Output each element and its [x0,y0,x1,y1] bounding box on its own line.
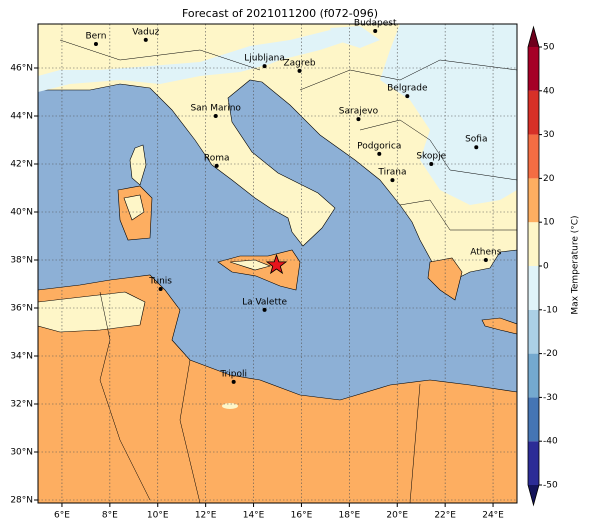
city-label: Tripoli [219,369,247,379]
map-title: Forecast of 2021011200 (f072-096) [182,7,378,20]
city-dot [213,113,218,118]
colorbar-tick-label: 40 [543,86,555,96]
colorbar-segment [528,47,539,91]
colorbar-tick-label: -50 [543,481,558,491]
cold-region [38,30,350,92]
city-dot [405,94,410,99]
x-tick-label: 16°E [291,511,313,521]
colorbar-segment [528,90,539,135]
y-tick-label: 30°N [10,447,33,457]
grid [38,24,517,503]
y-tick-label: 36°N [10,303,33,313]
city-dot [158,287,163,292]
colorbar-tick-label: -40 [543,437,558,447]
city-dot [377,151,382,156]
x-tick-label: 24°E [482,511,504,521]
x-tick-label: 8°E [102,511,118,521]
y-tick-label: 32°N [10,399,33,409]
city-label: Vaduz [132,27,159,37]
city-label: Sofia [465,135,487,145]
city-dot [390,178,395,183]
y-tick-label: 34°N [10,351,33,361]
country-border [59,39,518,504]
city-label: La Valette [242,297,287,307]
city-dot [93,41,98,46]
colorbar: -50 -40 -30 -20 -10 0 10 20 30 40 50 [527,25,558,507]
colorbar-under [528,485,539,505]
colorbar-segment [528,309,539,354]
sicily-core [229,259,271,271]
city-label: Zagreb [283,58,315,68]
colorbar-tick-label: 0 [543,262,549,272]
city-dot [214,163,219,168]
colorbar-label: Max Temperature (°C) [571,215,581,314]
city-label: Podgorica [357,141,401,151]
cold-region [330,26,380,48]
y-tick-label: 44°N [10,111,33,121]
corsica [129,144,147,186]
cities: Bern VaduzBudapestLjubljanaZagrebBelgrade… [85,19,502,384]
city-dot [297,68,302,73]
colorbar-segment [528,441,539,485]
colorbar-tick-label: 10 [543,218,555,228]
colorbar-tick-label: -20 [543,349,558,359]
y-tick-label: 28°N [10,495,33,505]
y-tick-label: 40°N [10,207,33,217]
tunisia-cool [37,291,146,333]
city-dot [373,29,378,34]
y-tick-label: 38°N [10,255,33,265]
y-tick-label: 42°N [10,159,33,169]
city-label: Skopje [416,151,446,161]
colorbar-segment [528,397,539,442]
colorbar-tick-label: -30 [543,393,558,403]
city-label: Ljubljana [244,54,285,64]
colorbar-segment [528,178,539,223]
colorbar-segment [528,266,539,310]
cold-region [380,24,517,205]
city-dot [429,161,434,166]
city-dot [231,379,236,384]
desert-patch [222,403,238,409]
colorbar-tick-label: 50 [543,43,555,53]
city-dot [262,307,267,312]
x-tick-label: 10°E [147,511,169,521]
city-label: San Marino [190,103,241,113]
city-dot [262,64,267,69]
city-label: Roma [204,153,230,163]
city-dot [356,117,361,122]
x-tick-label: 14°E [243,511,265,521]
city-label: Belgrade [387,84,428,94]
city-dot [474,145,479,150]
colorbar-segment [528,222,539,266]
city-label: Tirana [377,168,406,178]
city-label: Tunis [148,277,172,287]
colorbar-tick-label: 30 [543,130,555,140]
map-frame [37,23,518,504]
colorbar-segment [528,134,539,179]
colorbar-segment [528,353,539,398]
city-dot [143,37,148,42]
x-tick-label: 12°E [195,511,217,521]
colorbar-tick-label: -10 [543,305,558,315]
colorbar-over [528,27,539,47]
city-label: Athens [470,247,501,257]
x-tick-label: 20°E [386,511,408,521]
y-tick-label: 46°N [10,63,33,73]
city-label: Bern [85,31,106,41]
map: Bern VaduzBudapestLjubljanaZagrebBelgrade… [37,19,518,504]
peloponnese [427,257,463,301]
forecast-star [265,253,288,275]
x-tick-label: 18°E [339,511,361,521]
x-tick-label: 22°E [434,511,456,521]
x-tick-label: 6°E [54,511,70,521]
city-label: Sarajevo [339,107,379,117]
city-dot [483,257,488,262]
colorbar-tick-label: 20 [543,174,555,184]
